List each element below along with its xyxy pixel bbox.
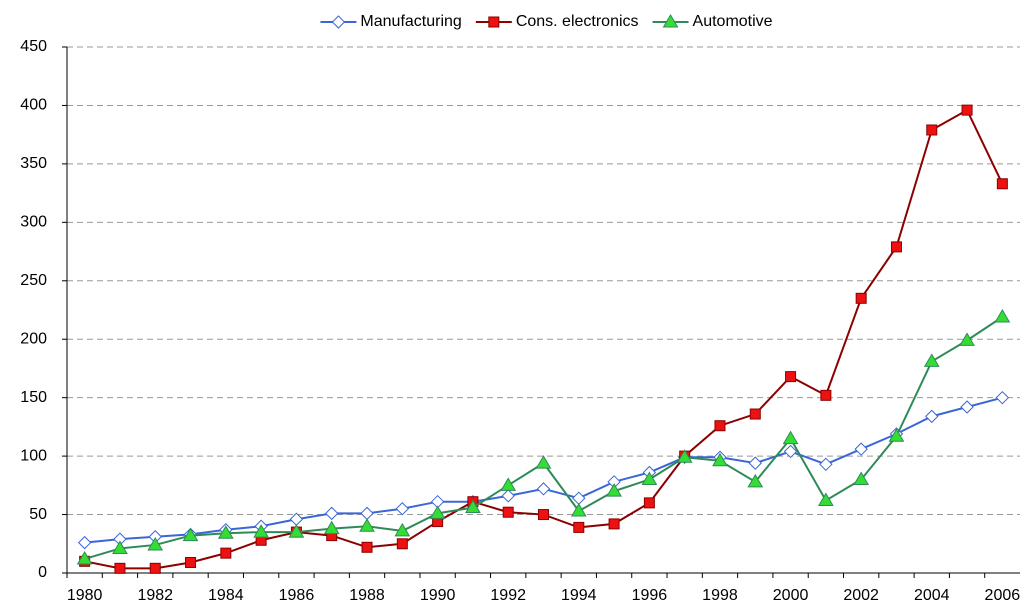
marker [996, 178, 1008, 190]
marker [325, 506, 339, 521]
marker [185, 556, 197, 568]
x-tick-label: 1984 [208, 587, 244, 604]
y-tick-label: 150 [20, 389, 47, 406]
marker [396, 538, 408, 550]
x-tick-label: 2004 [914, 587, 950, 604]
x-tick-label: 1994 [561, 587, 597, 604]
marker [502, 506, 514, 518]
y-tick-label: 450 [20, 38, 47, 55]
marker [712, 452, 728, 467]
marker [536, 482, 551, 496]
x-tick-label: 1986 [279, 587, 315, 604]
marker [641, 471, 658, 485]
y-tick-label: 50 [29, 506, 47, 523]
x-tick-label: 1980 [67, 587, 103, 604]
marker [217, 525, 234, 539]
x-tick-label: 1992 [490, 587, 526, 604]
marker [782, 430, 799, 445]
marker [853, 471, 870, 485]
marker [714, 420, 726, 432]
marker [220, 547, 232, 559]
x-tick-label: 1996 [632, 587, 668, 604]
marker [112, 540, 128, 554]
marker [820, 389, 832, 401]
marker [961, 104, 973, 116]
marker [182, 527, 199, 542]
marker [817, 492, 834, 507]
x-tick-label: 1990 [420, 587, 456, 604]
y-tick-label: 350 [20, 155, 47, 172]
marker [890, 241, 902, 253]
marker [819, 457, 833, 472]
marker [960, 400, 974, 414]
marker [359, 518, 375, 532]
marker [570, 503, 587, 517]
marker [783, 444, 798, 459]
legend-label: Automotive [693, 13, 773, 30]
marker [395, 502, 410, 516]
y-tick-label: 300 [20, 214, 47, 231]
legend-label: Cons. electronics [516, 13, 639, 30]
marker [331, 15, 346, 29]
marker [573, 521, 585, 533]
marker [77, 535, 92, 550]
marker [854, 442, 868, 456]
marker [676, 449, 693, 463]
marker [748, 456, 762, 470]
x-tick-label: 2000 [773, 587, 809, 604]
marker [925, 409, 939, 424]
marker [429, 505, 446, 519]
x-tick-label: 1982 [137, 587, 173, 604]
y-tick-label: 0 [38, 564, 47, 581]
marker [361, 541, 373, 553]
marker [465, 499, 481, 514]
marker [923, 353, 940, 367]
x-tick-label: 2006 [985, 587, 1021, 604]
marker [500, 477, 517, 491]
x-tick-label: 1998 [702, 587, 738, 604]
marker [147, 536, 164, 551]
y-tick-label: 250 [20, 272, 47, 289]
x-tick-label: 1988 [349, 587, 385, 604]
marker [76, 550, 93, 565]
marker [785, 371, 797, 383]
marker [114, 562, 126, 574]
marker [926, 124, 938, 136]
marker [288, 524, 305, 538]
marker [855, 292, 867, 304]
marker [501, 489, 515, 503]
series-line [84, 316, 1003, 560]
y-tick-label: 200 [20, 330, 47, 347]
marker [994, 309, 1011, 323]
marker [394, 522, 411, 537]
marker [747, 473, 764, 488]
marker [995, 390, 1010, 405]
marker [535, 455, 552, 469]
marker [662, 14, 679, 28]
marker [643, 497, 655, 509]
marker [323, 520, 340, 535]
marker [488, 16, 500, 28]
x-tick-label: 2002 [843, 587, 879, 604]
marker [149, 562, 161, 574]
marker [888, 428, 905, 442]
y-tick-label: 400 [20, 97, 47, 114]
marker [360, 506, 374, 521]
marker [608, 518, 620, 530]
marker [538, 509, 549, 521]
marker [749, 408, 761, 420]
y-tick-label: 100 [20, 447, 47, 464]
marker [253, 524, 270, 538]
series-line [84, 396, 1003, 544]
legend-label: Manufacturing [360, 13, 461, 30]
marker [959, 332, 975, 346]
marker [572, 491, 586, 505]
marker [606, 483, 622, 497]
